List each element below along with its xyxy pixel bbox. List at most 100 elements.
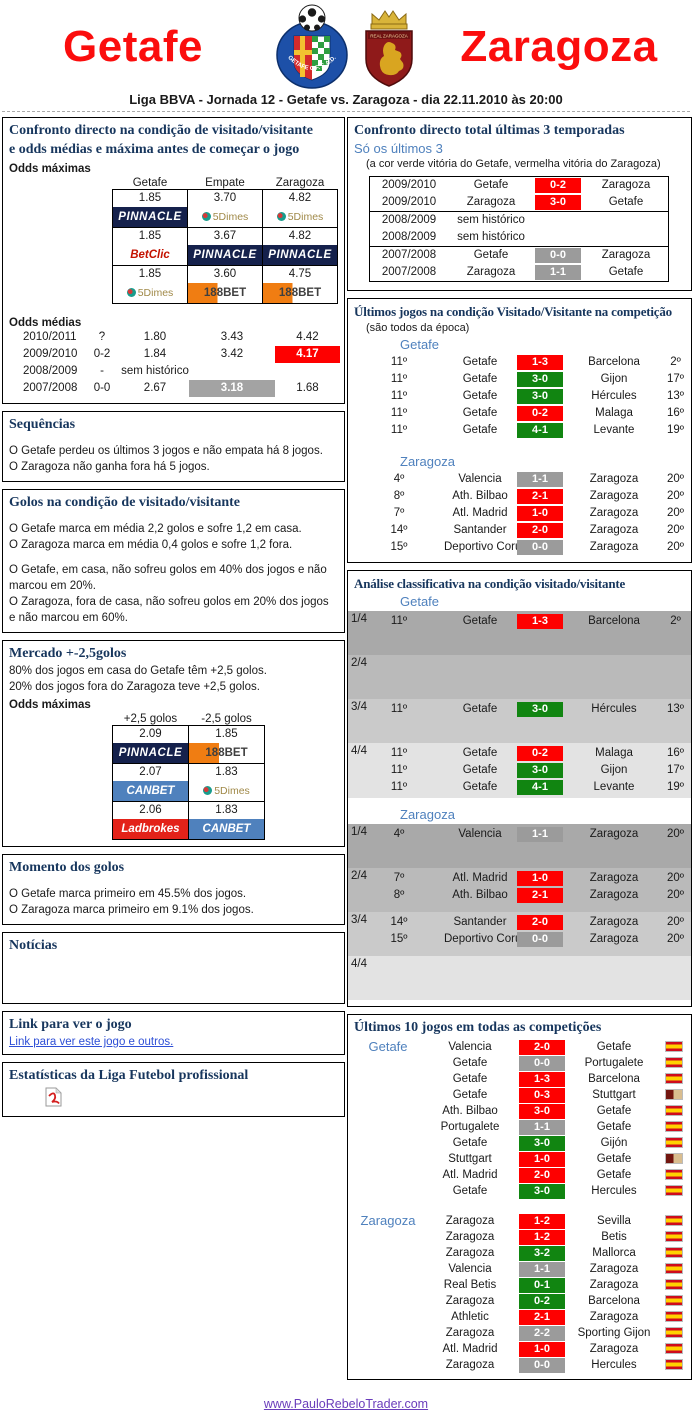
club-crests: GETAFE C.F. S.A.D. REAL ZARAGOZA	[266, 4, 426, 90]
score-badge: 1-1	[517, 472, 563, 487]
score-badge: 3-0	[519, 1136, 565, 1151]
home-team: Ath. Bilbao	[452, 889, 508, 901]
away-team: Zaragoza	[589, 933, 639, 945]
score-badge: 0-0	[519, 1056, 565, 1071]
away-position: 19º	[667, 424, 684, 436]
header-divider	[2, 111, 690, 112]
home-team: Valencia	[448, 1263, 492, 1275]
bookmaker-logo: 188BET	[188, 283, 262, 303]
home-position: 15º	[390, 541, 408, 553]
pdf-icon[interactable]	[45, 1087, 62, 1107]
odds-value	[275, 363, 340, 380]
home-position: 11º	[390, 407, 408, 419]
odds-medias-row: 2009/2010 0-2 1.84 3.42 4.17	[9, 346, 340, 363]
season-label: 2010/2011	[23, 331, 77, 343]
match-row: Zaragoza 3-2 Mallorca	[422, 1245, 685, 1261]
match-row: Valencia 2-0 Getafe	[422, 1039, 685, 1055]
quartile-label: 1/4	[351, 613, 367, 625]
country-flag-icon	[664, 1263, 683, 1275]
odds-value: 1.85	[138, 230, 162, 242]
away-team: Zaragoza	[589, 872, 639, 884]
site-link[interactable]: www.PauloRebeloTrader.com	[263, 1397, 429, 1411]
score-badge: 0-2	[519, 1294, 565, 1309]
score-badge: 1-0	[517, 871, 563, 886]
away-position: 20º	[667, 916, 684, 928]
watch-game-link[interactable]: Link para ver este jogo e outros.	[9, 1036, 174, 1048]
country-flag-icon	[664, 1153, 683, 1165]
home-team: Zaragoza	[445, 1215, 495, 1227]
odds-value: 1.85	[138, 192, 162, 204]
odds-medias-label: Odds médias	[9, 317, 82, 329]
box-title: Confronto directo total últimas 3 tempor…	[354, 123, 625, 138]
odds-cell: 2.06 Ladbrokes	[112, 801, 189, 840]
country-flag-icon	[664, 1089, 683, 1101]
odds-cell: 1.85 188BET	[188, 725, 265, 764]
odds-row: 2.07 CANBET 1.83 5Dimes	[112, 763, 265, 802]
page-header: Getafe GETAFE C.F. S.A.D.	[0, 0, 692, 90]
away-team: Malaga	[595, 407, 633, 419]
home-team: sem histórico	[457, 214, 525, 226]
home-team: Getafe	[462, 373, 498, 385]
goals-odds-table: +2,5 golos -2,5 golos 2.09 PINNACLE 1.85…	[112, 713, 265, 840]
box-ultimos10: Últimos 10 jogos em todas as competições…	[347, 1014, 692, 1380]
box-analise: Análise classificativa na condição visit…	[347, 570, 692, 1007]
odds-value: 2.09	[139, 728, 162, 740]
odds-row: 1.85 PINNACLE 3.70 5Dimes 4.82 5Dimes	[112, 189, 338, 228]
country-flag-icon	[664, 1359, 683, 1371]
country-flag-icon	[664, 1231, 683, 1243]
match-row: Getafe 0-3 Stuttgart	[422, 1087, 685, 1103]
home-position: 11º	[390, 764, 408, 776]
score-badge: 1-0	[519, 1342, 565, 1357]
match-row: Portugalete 1-1 Getafe	[422, 1119, 685, 1135]
match-row: Getafe 0-0 Portugalete	[422, 1055, 685, 1071]
away-team: Gijón	[600, 1137, 628, 1149]
bookmaker-logo: CANBET	[189, 819, 264, 839]
odds-max-table: Getafe Empate Zaragoza 1.85 PINNACLE 3.7…	[112, 177, 338, 304]
odds-cell: 1.85 PINNACLE	[112, 189, 188, 228]
home-team: Zaragoza	[445, 1295, 495, 1307]
score-badge: 0-0	[519, 1358, 565, 1373]
away-position: 2º	[670, 356, 681, 368]
away-team: Zaragoza	[589, 1279, 639, 1291]
away-team: Getafe	[596, 1169, 632, 1181]
home-team: Atl. Madrid	[442, 1169, 498, 1181]
away-position: 20º	[667, 933, 684, 945]
score-badge: 1-0	[517, 506, 563, 521]
quartile-band: 2/4 7º Atl. Madrid 1-0 Zaragoza 20º 8º A…	[348, 868, 691, 912]
quartile-band: 3/4 11º Getafe 3-0 Hércules 13º	[348, 699, 691, 743]
getafe-last-matches: 11º Getafe 1-3 Barcelona 2º 11º Getafe 3…	[354, 354, 685, 439]
score-badge: 1-1	[519, 1262, 565, 1277]
bookmaker-logo: Ladbrokes	[113, 819, 188, 839]
odds-value: 4.82	[288, 230, 312, 242]
box-title: Confronto directo na condição de visitad…	[9, 123, 313, 138]
odds-row: 2.09 PINNACLE 1.85 188BET	[112, 725, 265, 764]
score-value: ?	[98, 331, 106, 343]
score-badge: 0-2	[517, 746, 563, 761]
score-badge: 3-0	[517, 389, 563, 404]
score-badge: 1-3	[519, 1072, 565, 1087]
season-label: 2008/2009	[23, 365, 78, 377]
score-badge: 1-2	[519, 1214, 565, 1229]
getafe-section-label: Getafe	[368, 1039, 408, 1054]
getafe-section-label: Getafe	[400, 337, 440, 352]
match-row: Valencia 1-1 Zaragoza	[422, 1261, 685, 1277]
odds-cell: 4.75 188BET	[262, 265, 338, 304]
match-row: 7º Atl. Madrid 1-0 Zaragoza 20º	[354, 870, 685, 887]
away-position: 16º	[667, 747, 684, 759]
away-team: Hércules	[591, 703, 637, 715]
away-team: Zaragoza	[589, 828, 639, 840]
home-position: 11º	[390, 373, 408, 385]
odds-value: 2.67	[143, 382, 167, 394]
score-badge: 2-1	[517, 888, 563, 903]
away-position: 20º	[667, 889, 684, 901]
away-team: Getafe	[608, 196, 644, 208]
match-row: Zaragoza 0-0 Hercules	[422, 1357, 685, 1373]
score-badge: 2-0	[519, 1168, 565, 1183]
score-badge: 0-0	[517, 540, 563, 555]
score-badge: 3-0	[519, 1184, 565, 1199]
home-team: Ath. Bilbao	[452, 490, 508, 502]
country-flag-icon	[664, 1311, 683, 1323]
home-team: Zaragoza	[445, 1327, 495, 1339]
home-team: Getafe	[462, 390, 498, 402]
score-badge: 0-0	[535, 248, 581, 263]
